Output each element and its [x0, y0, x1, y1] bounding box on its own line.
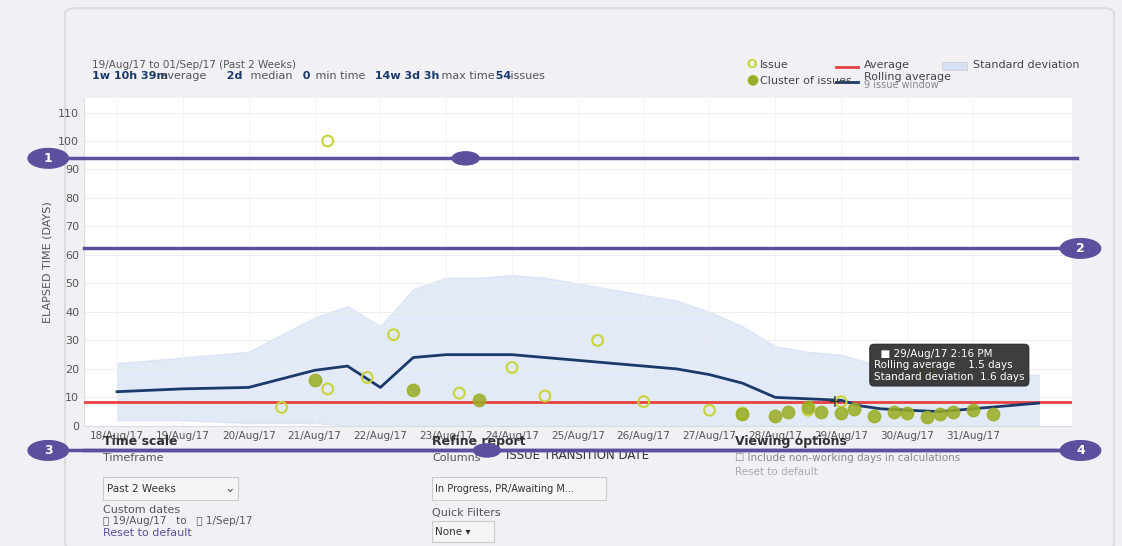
Text: ■ 29/Aug/17 2:16 PM
Rolling average    1.5 days
Standard deviation  1.6 days: ■ 29/Aug/17 2:16 PM Rolling average 1.5 …: [874, 348, 1024, 382]
Text: 1w 10h 39m: 1w 10h 39m: [92, 71, 168, 81]
Point: [305, 376, 323, 385]
Point: [898, 409, 916, 418]
Text: 📅 19/Aug/17   to   📅 1/Sep/17: 📅 19/Aug/17 to 📅 1/Sep/17: [103, 516, 252, 526]
Point: [766, 412, 784, 420]
Text: Timeframe: Timeframe: [103, 453, 164, 464]
Text: +: +: [828, 393, 842, 411]
Text: Reset to default: Reset to default: [103, 528, 192, 538]
Text: Columns: Columns: [432, 453, 480, 464]
Point: [635, 397, 653, 406]
Point: [319, 384, 337, 393]
Text: O: O: [746, 58, 756, 71]
Point: [931, 410, 949, 419]
Point: [984, 410, 1002, 419]
Text: 3: 3: [44, 444, 53, 457]
Text: None ▾: None ▾: [435, 527, 471, 537]
Text: Viewing options: Viewing options: [735, 435, 847, 448]
Point: [799, 403, 817, 412]
Point: [450, 389, 468, 397]
Point: [865, 412, 883, 420]
Text: Average: Average: [864, 60, 910, 70]
Point: [780, 407, 798, 416]
Text: 2: 2: [1076, 242, 1085, 255]
Y-axis label: ELAPSED TIME (DAYS): ELAPSED TIME (DAYS): [43, 201, 53, 323]
Text: Past 2 Weeks: Past 2 Weeks: [107, 484, 175, 495]
Point: [734, 410, 752, 419]
Point: [918, 367, 936, 376]
Text: 1: 1: [44, 152, 53, 165]
Text: 9 issue window: 9 issue window: [864, 80, 939, 90]
Point: [503, 363, 521, 372]
Text: max time: max time: [438, 71, 494, 81]
Point: [700, 406, 718, 414]
Point: [799, 406, 817, 414]
Text: In Progress, PR/Awaiting M...: In Progress, PR/Awaiting M...: [435, 484, 574, 495]
Text: Reset to default: Reset to default: [735, 467, 818, 477]
Text: Issue: Issue: [760, 60, 789, 70]
Point: [536, 391, 554, 400]
Point: [470, 396, 488, 405]
Text: min time: min time: [312, 71, 366, 81]
Point: [273, 403, 291, 412]
Text: Refine report: Refine report: [432, 435, 525, 448]
Point: [944, 407, 962, 416]
Point: [589, 336, 607, 345]
Point: [845, 405, 863, 413]
Point: [385, 330, 403, 339]
Point: [358, 373, 376, 382]
Point: [964, 406, 982, 414]
Point: [319, 136, 337, 145]
Point: [833, 397, 850, 406]
Point: [885, 407, 903, 416]
Point: [812, 407, 830, 416]
Text: 19/Aug/17 to 01/Sep/17 (Past 2 Weeks): 19/Aug/17 to 01/Sep/17 (Past 2 Weeks): [92, 60, 296, 70]
Text: Cluster of issues: Cluster of issues: [760, 75, 852, 86]
Text: Time scale: Time scale: [103, 435, 177, 448]
Text: 14w 3d 3h: 14w 3d 3h: [367, 71, 440, 81]
Text: 0: 0: [295, 71, 311, 81]
Point: [404, 386, 422, 395]
Text: median: median: [247, 71, 293, 81]
Text: average: average: [157, 71, 206, 81]
Text: 2d: 2d: [219, 71, 242, 81]
Text: 4: 4: [1076, 444, 1085, 457]
Text: issues: issues: [507, 71, 545, 81]
Text: Custom dates: Custom dates: [103, 505, 181, 515]
Text: Quick Filters: Quick Filters: [432, 508, 500, 518]
X-axis label: ISSUE TRANSITION DATE: ISSUE TRANSITION DATE: [506, 449, 650, 462]
Text: ●: ●: [746, 73, 758, 86]
Point: [833, 409, 850, 418]
Point: [918, 413, 936, 422]
Text: Rolling average: Rolling average: [864, 72, 951, 82]
Text: Standard deviation: Standard deviation: [973, 60, 1079, 70]
Point: [734, 409, 752, 418]
Text: ☐ Include non-working days in calculations: ☐ Include non-working days in calculatio…: [735, 453, 960, 464]
Text: ⌄: ⌄: [224, 483, 234, 495]
Text: 54: 54: [488, 71, 512, 81]
